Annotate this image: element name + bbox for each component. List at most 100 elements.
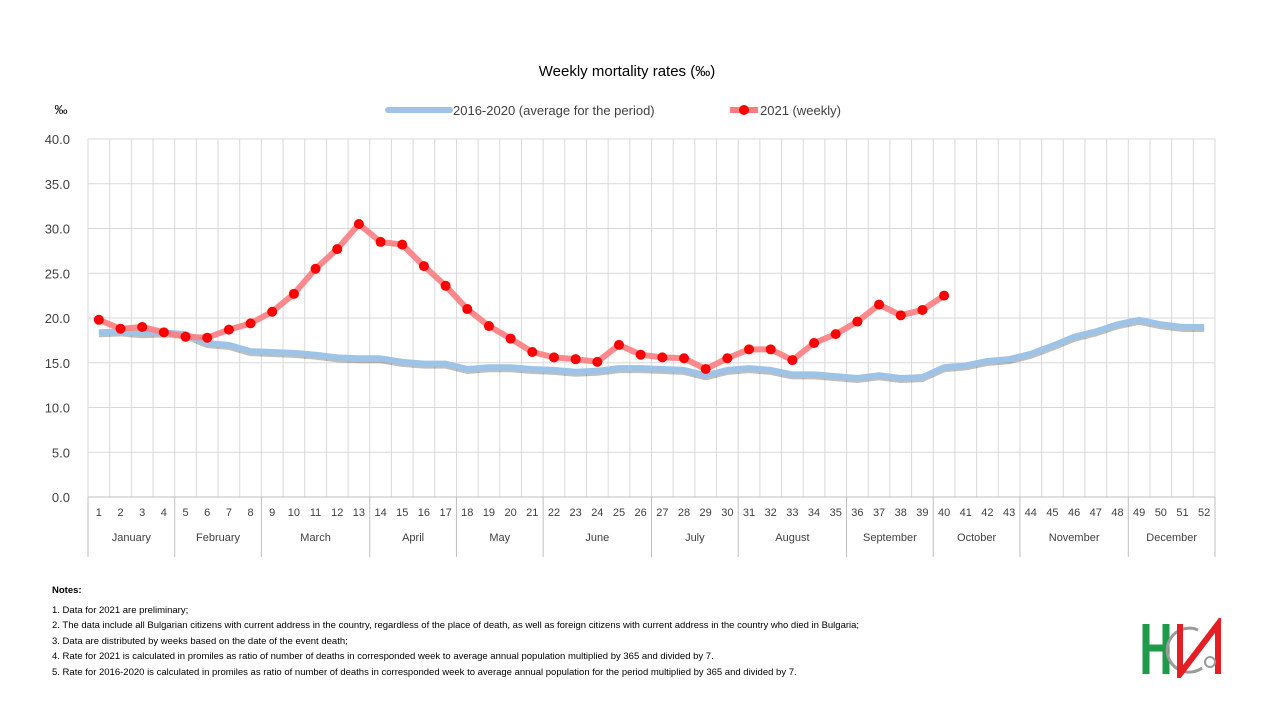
data-point-2021 <box>418 261 429 272</box>
x-tick-label: 43 <box>1003 507 1015 519</box>
x-tick-label: 42 <box>981 507 993 519</box>
data-point-2021 <box>939 290 950 301</box>
data-point-2021 <box>288 288 299 299</box>
data-point-2021 <box>657 352 668 363</box>
x-tick-label: 31 <box>743 507 755 519</box>
x-tick-label: 37 <box>873 507 885 519</box>
data-point-2021 <box>787 355 798 366</box>
x-tick-label: 7 <box>226 507 232 519</box>
data-point-2021 <box>722 353 733 364</box>
notes: Notes: 1. Data for 2021 are preliminary;… <box>52 583 859 680</box>
data-point-2021 <box>852 316 863 327</box>
month-label: September <box>863 532 917 544</box>
month-label: April <box>402 532 424 544</box>
x-tick-label: 50 <box>1155 507 1167 519</box>
y-axis: 0.0 5.0 10.0 15.0 20.0 25.0 30.0 35.0 40.0 <box>45 132 70 505</box>
x-tick-label: 41 <box>960 507 972 519</box>
data-point-2021 <box>765 344 776 355</box>
data-point-2021 <box>830 329 841 340</box>
data-point-2021 <box>483 321 494 332</box>
data-point-2021 <box>613 339 624 350</box>
y-tick-label: 40.0 <box>45 132 70 147</box>
month-label: December <box>1146 532 1197 544</box>
x-tick-label: 52 <box>1198 507 1210 519</box>
data-point-2021 <box>93 314 104 325</box>
month-label: October <box>957 532 996 544</box>
x-tick-label: 27 <box>656 507 668 519</box>
x-tick-label: 29 <box>700 507 712 519</box>
data-point-2021 <box>310 263 321 274</box>
x-tick-label: 14 <box>374 507 386 519</box>
x-tick-label: 10 <box>288 507 300 519</box>
data-point-2021 <box>679 353 690 364</box>
x-tick-label: 30 <box>721 507 733 519</box>
data-point-2021 <box>202 332 213 343</box>
x-tick-label: 51 <box>1176 507 1188 519</box>
y-tick-label: 0.0 <box>52 490 70 505</box>
x-tick-label: 21 <box>526 507 538 519</box>
chart-title: Weekly mortality rates (‰) <box>539 63 715 80</box>
x-tick-label: 24 <box>591 507 603 519</box>
x-tick-label: 35 <box>830 507 842 519</box>
month-label: March <box>300 532 331 544</box>
x-tick-label: 40 <box>938 507 950 519</box>
month-label: November <box>1049 532 1100 544</box>
x-tick-label: 5 <box>182 507 188 519</box>
legend-label-2021: 2021 (weekly) <box>760 103 841 118</box>
data-point-2021 <box>375 236 386 247</box>
data-point-2021 <box>895 310 906 321</box>
data-point-2021 <box>245 318 256 329</box>
x-tick-label: 9 <box>269 507 275 519</box>
data-point-2021 <box>917 304 928 315</box>
data-point-2021 <box>548 352 559 363</box>
x-tick-label: 18 <box>461 507 473 519</box>
x-tick-label: 19 <box>483 507 495 519</box>
data-point-2021 <box>180 331 191 342</box>
x-tick-label: 15 <box>396 507 408 519</box>
x-tick-label: 12 <box>331 507 343 519</box>
month-label: July <box>685 532 705 544</box>
y-tick-label: 35.0 <box>45 177 70 192</box>
mortality-chart: Weekly mortality rates (‰) ‰ 2016-2020 (… <box>45 63 1216 557</box>
data-point-2021 <box>158 327 169 338</box>
x-tick-label: 11 <box>310 507 321 519</box>
grid <box>87 138 1216 498</box>
x-tick-label: 23 <box>570 507 582 519</box>
data-point-2021 <box>744 344 755 355</box>
x-tick-label: 48 <box>1111 507 1123 519</box>
month-label: May <box>489 532 510 544</box>
series-group <box>93 219 1205 383</box>
x-tick-label: 6 <box>204 507 210 519</box>
nsi-logo <box>1142 618 1221 678</box>
x-tick-label: 34 <box>808 507 820 519</box>
x-tick-label: 8 <box>247 507 253 519</box>
y-tick-label: 5.0 <box>52 445 70 460</box>
y-tick-label: 25.0 <box>45 266 70 281</box>
notes-heading: Notes: <box>52 585 82 596</box>
data-point-2021 <box>353 219 364 230</box>
x-tick-label: 25 <box>613 507 625 519</box>
x-tick-label: 36 <box>851 507 863 519</box>
data-point-2021 <box>223 324 234 335</box>
x-tick-label: 46 <box>1068 507 1080 519</box>
y-tick-label: 10.0 <box>45 401 70 416</box>
x-tick-label: 39 <box>916 507 928 519</box>
note-2: 2. The data include all Bulgarian citize… <box>52 620 860 631</box>
data-point-2021 <box>440 280 451 291</box>
data-point-2021 <box>397 239 408 250</box>
y-axis-label: ‰ <box>55 102 68 117</box>
y-tick-label: 30.0 <box>45 222 70 237</box>
x-tick-label: 44 <box>1025 507 1037 519</box>
data-point-2021 <box>635 349 646 360</box>
note-3: 3. Data are distributed by weeks based o… <box>52 635 348 647</box>
series-line-average <box>98 316 1205 381</box>
x-tick-label: 3 <box>139 507 145 519</box>
x-tick-label: 47 <box>1090 507 1102 519</box>
data-point-2021 <box>505 333 516 344</box>
data-point-2021 <box>462 304 473 315</box>
x-tick-label: 17 <box>439 507 451 519</box>
x-axis: 1 2 3 4 5 6 7 8 9 10 11 12 13 14 15 16 17 18 19 20 21 22 23 24 2… <box>87 496 1216 557</box>
x-tick-label: 49 <box>1133 507 1145 519</box>
x-tick-label: 45 <box>1046 507 1058 519</box>
month-label: January <box>112 532 152 544</box>
